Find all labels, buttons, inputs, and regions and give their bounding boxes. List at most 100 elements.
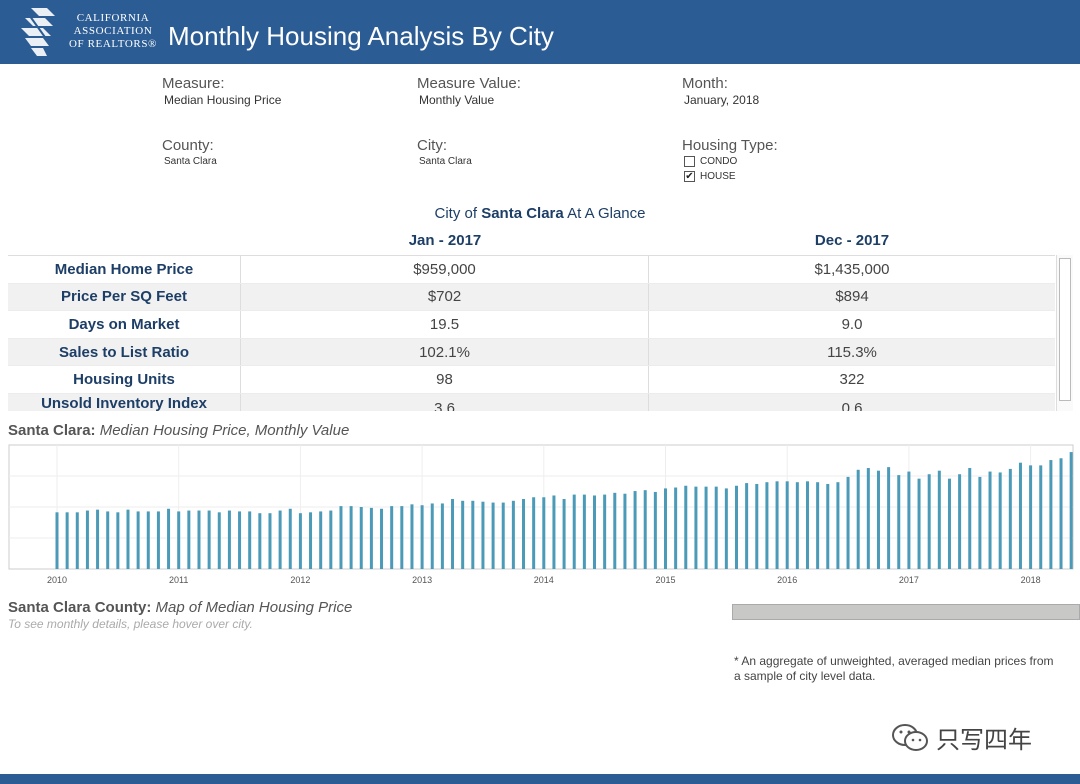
bar[interactable] <box>227 510 231 569</box>
bar[interactable] <box>481 501 485 569</box>
bar[interactable] <box>410 504 414 569</box>
bar[interactable] <box>897 475 901 569</box>
bar[interactable] <box>106 511 110 569</box>
bar[interactable] <box>937 470 941 569</box>
scrollbar-thumb[interactable] <box>1059 258 1071 401</box>
bar[interactable] <box>734 485 738 569</box>
bar[interactable] <box>85 510 89 569</box>
bar[interactable] <box>968 468 972 569</box>
bar[interactable] <box>552 495 556 569</box>
county-value[interactable]: Santa Clara <box>164 156 217 167</box>
bar[interactable] <box>390 506 394 569</box>
bar[interactable] <box>643 490 647 569</box>
bar[interactable] <box>420 505 424 569</box>
measure-filter[interactable]: Measure: Median Housing Price <box>162 75 281 107</box>
bar[interactable] <box>248 511 252 569</box>
bar[interactable] <box>826 483 830 569</box>
bar[interactable] <box>613 492 617 569</box>
bar[interactable] <box>623 493 627 569</box>
bar[interactable] <box>369 507 373 569</box>
price-chart[interactable]: 2010 2011 2012 2013 2014 2015 2016 2017 2018 <box>8 444 1080 590</box>
bar[interactable] <box>593 495 597 569</box>
bar[interactable] <box>491 502 495 569</box>
bar[interactable] <box>876 470 880 569</box>
bar[interactable] <box>572 494 576 569</box>
bar[interactable] <box>75 512 79 569</box>
bar[interactable] <box>522 499 526 569</box>
bar[interactable] <box>978 476 982 569</box>
bar[interactable] <box>785 481 789 569</box>
bar[interactable] <box>856 469 860 569</box>
bar[interactable] <box>461 500 465 569</box>
measure-value-filter[interactable]: Measure Value: Monthly Value <box>417 75 521 107</box>
bar[interactable] <box>1018 462 1022 569</box>
bar[interactable] <box>816 482 820 569</box>
bar[interactable] <box>724 488 728 569</box>
bar[interactable] <box>887 467 891 569</box>
bar[interactable] <box>136 511 140 569</box>
bar[interactable] <box>116 512 120 569</box>
bar[interactable] <box>988 471 992 569</box>
bar[interactable] <box>288 508 292 569</box>
bar[interactable] <box>653 491 657 569</box>
bar[interactable] <box>775 481 779 569</box>
bar[interactable] <box>532 497 536 569</box>
bar[interactable] <box>268 513 272 569</box>
bar[interactable] <box>694 486 698 569</box>
bar[interactable] <box>927 474 931 569</box>
bar[interactable] <box>805 481 809 569</box>
house-option[interactable]: ✔ HOUSE <box>684 169 778 184</box>
measure-value-value[interactable]: Monthly Value <box>419 93 495 107</box>
bar[interactable] <box>96 509 100 569</box>
bar[interactable] <box>329 510 333 569</box>
bar[interactable] <box>187 510 191 569</box>
bar[interactable] <box>126 509 130 569</box>
bar[interactable] <box>582 494 586 569</box>
bar[interactable] <box>430 503 434 569</box>
bar[interactable] <box>1039 465 1043 569</box>
county-filter[interactable]: County: Santa Clara <box>162 137 217 169</box>
bar[interactable] <box>156 511 160 569</box>
bar[interactable] <box>562 499 566 569</box>
bar[interactable] <box>755 483 759 569</box>
bar[interactable] <box>298 513 302 569</box>
bar[interactable] <box>917 478 921 569</box>
bar[interactable] <box>542 497 546 569</box>
table-scrollbar[interactable] <box>1056 255 1073 411</box>
bar[interactable] <box>846 476 850 569</box>
bar[interactable] <box>440 503 444 569</box>
month-value[interactable]: January, 2018 <box>684 93 760 107</box>
bar[interactable] <box>400 506 404 569</box>
bar[interactable] <box>207 510 211 569</box>
bar[interactable] <box>745 483 749 569</box>
bar[interactable] <box>65 512 69 569</box>
bar[interactable] <box>958 474 962 569</box>
bar[interactable] <box>380 508 384 569</box>
bar[interactable] <box>167 508 171 569</box>
bar[interactable] <box>1049 460 1053 569</box>
bar[interactable] <box>359 507 363 569</box>
bar[interactable] <box>1029 465 1033 569</box>
bar[interactable] <box>795 482 799 569</box>
bar[interactable] <box>197 510 201 569</box>
bar[interactable] <box>684 485 688 569</box>
bar[interactable] <box>501 502 505 569</box>
bar[interactable] <box>1008 468 1012 569</box>
bar[interactable] <box>339 506 343 569</box>
bar[interactable] <box>349 506 353 569</box>
bar[interactable] <box>471 500 475 569</box>
bar[interactable] <box>947 478 951 569</box>
bar[interactable] <box>177 511 181 569</box>
bar[interactable] <box>704 486 708 569</box>
bar[interactable] <box>511 500 515 569</box>
bar[interactable] <box>603 494 607 569</box>
city-filter[interactable]: City: Santa Clara <box>417 137 472 169</box>
city-value[interactable]: Santa Clara <box>419 156 472 167</box>
bar[interactable] <box>674 487 678 569</box>
bar[interactable] <box>1059 458 1063 569</box>
month-filter[interactable]: Month: January, 2018 <box>682 75 759 107</box>
condo-option[interactable]: CONDO <box>684 154 778 169</box>
bar[interactable] <box>998 472 1002 569</box>
bar[interactable] <box>319 511 323 569</box>
bar[interactable] <box>714 486 718 569</box>
